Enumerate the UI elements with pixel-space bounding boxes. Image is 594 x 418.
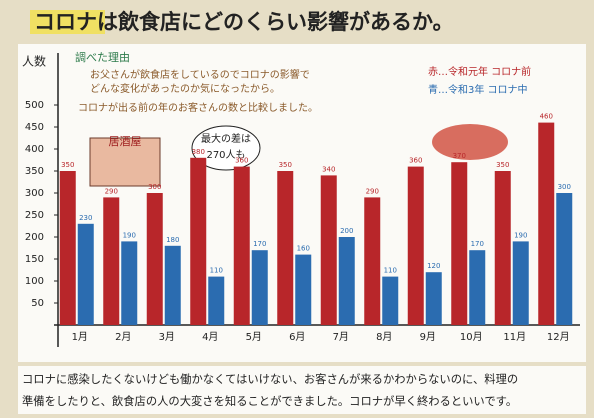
x-tick-label: 1月	[72, 331, 88, 343]
bar	[103, 197, 120, 325]
bar	[121, 241, 138, 325]
value-label: 370	[453, 152, 466, 160]
izakaya-drawing	[89, 137, 161, 187]
value-label: 110	[210, 267, 223, 275]
value-label: 350	[496, 161, 509, 169]
bar	[469, 250, 486, 325]
value-label: 380	[192, 148, 205, 156]
value-label: 300	[148, 183, 161, 191]
y-tick-label: 450	[25, 122, 44, 133]
x-tick-label: 12月	[547, 331, 570, 343]
y-tick-label: 350	[25, 166, 44, 177]
bar	[164, 245, 181, 325]
bar	[208, 276, 225, 325]
bar	[451, 162, 468, 325]
annotation: 調べた理由	[75, 50, 130, 64]
bar	[320, 175, 337, 325]
y-tick-label: 200	[25, 232, 44, 243]
annotation: お父さんが飲食店をしているのでコロナの影響で	[90, 68, 310, 81]
x-tick-label: 8月	[376, 331, 392, 343]
value-label: 290	[105, 187, 118, 195]
value-label: 200	[340, 227, 353, 235]
bar	[146, 193, 163, 325]
annotation: 270人も	[206, 149, 245, 161]
value-label: 170	[471, 240, 484, 248]
y-tick-label: 100	[25, 276, 44, 287]
value-label: 300	[558, 183, 571, 191]
value-label: 110	[384, 267, 397, 275]
value-label: 190	[514, 231, 527, 239]
value-label: 160	[297, 245, 310, 253]
value-label: 340	[322, 165, 335, 173]
annotation: 居酒屋	[109, 135, 142, 148]
bar	[425, 272, 442, 325]
chart-title: コロナは飲食店にどのくらい影響があるか。	[34, 10, 454, 34]
y-tick-label: 500	[25, 100, 44, 111]
bar	[251, 250, 268, 325]
value-label: 180	[166, 236, 179, 244]
x-tick-label: 11月	[503, 331, 526, 343]
bar	[556, 193, 573, 325]
bar	[277, 171, 294, 325]
x-tick-label: 10月	[460, 331, 483, 343]
value-label: 350	[279, 161, 292, 169]
x-tick-label: 7月	[333, 331, 349, 343]
x-tick-label: 6月	[289, 331, 305, 343]
y-tick-label: 250	[25, 210, 44, 221]
y-tick-label: 300	[25, 188, 44, 199]
bar	[364, 197, 381, 325]
bar	[407, 166, 424, 325]
value-label: 360	[409, 157, 422, 165]
x-tick-label: 2月	[115, 331, 131, 343]
bar	[59, 171, 76, 325]
bar	[338, 237, 355, 325]
x-tick-label: 4月	[202, 331, 218, 343]
bar	[538, 122, 555, 325]
bar	[382, 276, 399, 325]
bar	[512, 241, 529, 325]
bar	[190, 157, 207, 325]
value-label: 460	[540, 113, 553, 121]
title-highlight	[30, 10, 105, 34]
annotation: コロナが出る前の年のお客さんの数と比較しました。	[78, 101, 318, 114]
caption: コロナに感染したくないけども働かなくてはいけない、お客さんが来るかわからないのに…	[22, 372, 518, 386]
bar	[295, 254, 312, 325]
bar	[77, 223, 94, 325]
legend-entry: 赤…令和元年 コロナ前	[428, 65, 531, 78]
annotation: 最大の差は	[201, 132, 251, 145]
bar	[494, 171, 511, 325]
value-label: 360	[235, 157, 248, 165]
annotation: どんな変化があったのか気になったから。	[90, 82, 280, 95]
value-label: 290	[366, 187, 379, 195]
bar	[233, 166, 250, 325]
x-tick-label: 3月	[159, 331, 175, 343]
y-axis-label: 人数	[22, 54, 46, 69]
caption-panel	[18, 366, 586, 414]
value-label: 120	[427, 262, 440, 270]
value-label: 170	[253, 240, 266, 248]
legend-entry: 青…令和3年 コロナ中	[428, 83, 528, 96]
y-tick-label: 150	[25, 254, 44, 265]
x-tick-label: 5月	[246, 331, 262, 343]
x-tick-label: 9月	[420, 331, 436, 343]
speech-bubble	[191, 125, 261, 171]
value-label: 350	[61, 161, 74, 169]
caption: 準備をしたりと、飲食店の人の大変さを知ることができました。コロナが早く終わるとい…	[22, 394, 517, 408]
y-tick-label: 50	[31, 298, 44, 309]
y-tick-label: 400	[25, 144, 44, 155]
value-label: 190	[123, 231, 136, 239]
value-label: 230	[79, 214, 92, 222]
plate-drawing	[432, 124, 508, 160]
